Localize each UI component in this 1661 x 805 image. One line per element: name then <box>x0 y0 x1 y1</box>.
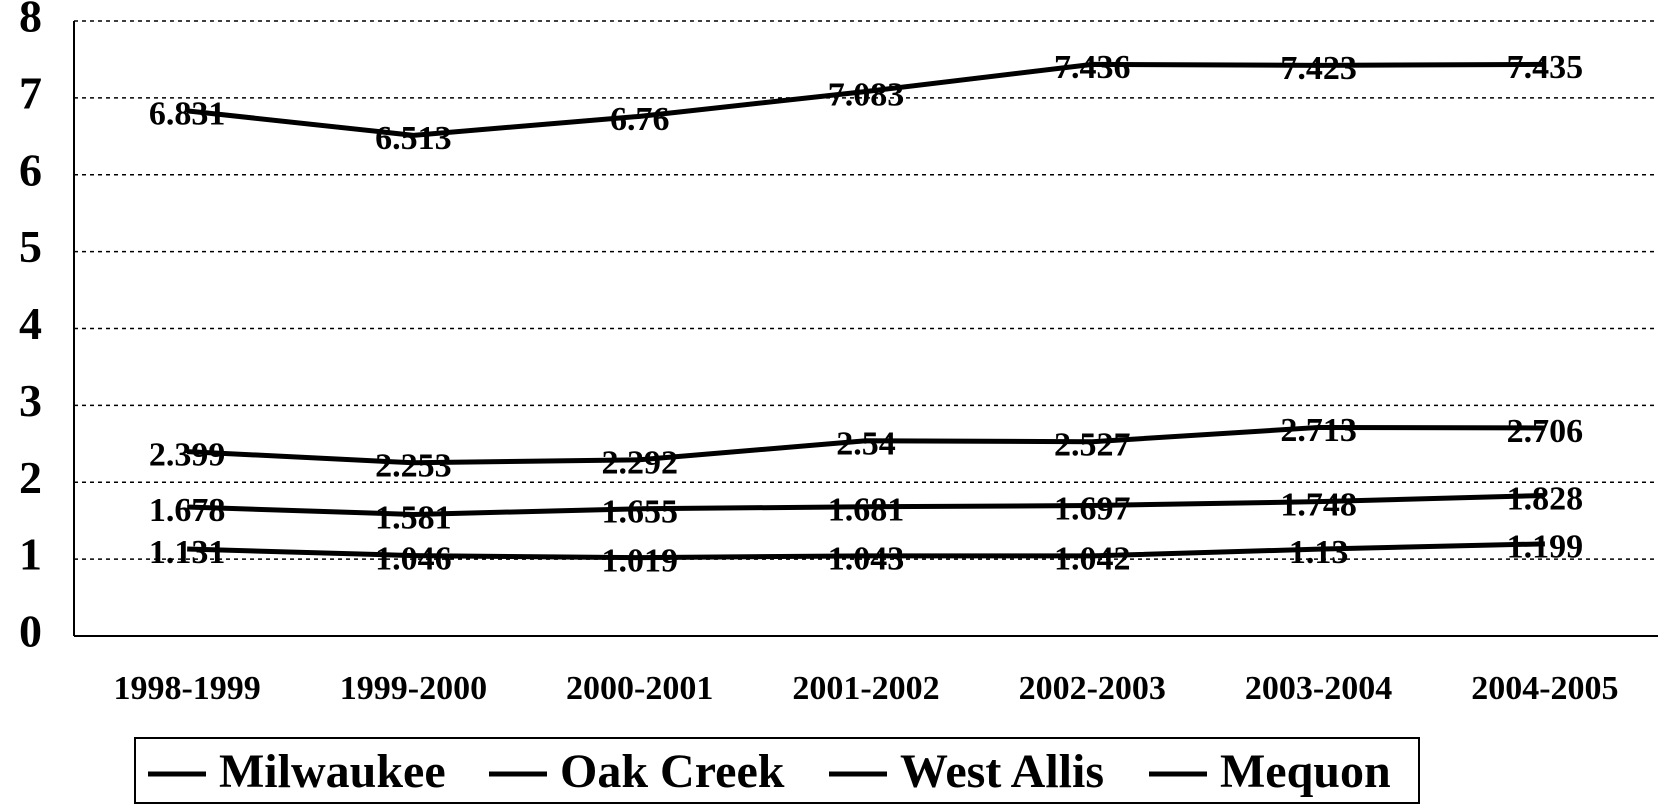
data-label: 1.697 <box>1054 490 1131 527</box>
series-line <box>187 541 1545 561</box>
legend-label: Milwaukee <box>219 745 446 798</box>
y-tick-label: 6 <box>19 144 42 195</box>
y-tick-label: 5 <box>19 221 42 272</box>
data-label: 7.083 <box>828 76 905 113</box>
y-tick-label: 8 <box>19 0 42 42</box>
y-tick-label: 2 <box>19 452 42 503</box>
legend-box <box>134 737 1420 804</box>
data-label: 1.199 <box>1507 529 1584 566</box>
y-tick-label: 0 <box>19 606 42 657</box>
data-label: 2.706 <box>1507 413 1584 450</box>
data-label: 7.435 <box>1507 49 1584 86</box>
data-label: 1.131 <box>149 534 226 571</box>
y-tick-label: 4 <box>19 298 42 349</box>
data-label: 1.581 <box>375 499 452 536</box>
data-label: 6.831 <box>149 96 226 133</box>
y-tick-label: 7 <box>19 67 42 118</box>
data-label: 1.828 <box>1507 480 1584 517</box>
x-tick-label: 1999-2000 <box>340 670 487 707</box>
data-label: 6.76 <box>610 101 670 138</box>
legend-label: Oak Creek <box>560 745 785 798</box>
data-label: 1.043 <box>828 541 905 578</box>
data-label: 2.253 <box>375 448 452 485</box>
series-line <box>186 61 1545 138</box>
y-tick-label: 3 <box>19 375 42 426</box>
data-label: 2.54 <box>836 426 896 463</box>
y-tick-label: 1 <box>19 529 42 580</box>
data-label: 1.042 <box>1054 541 1131 578</box>
data-label: 2.713 <box>1280 412 1357 449</box>
data-label: 1.678 <box>149 492 226 529</box>
x-tick-label: 2001-2002 <box>792 670 939 707</box>
x-tick-label: 2004-2005 <box>1471 670 1618 707</box>
series-line <box>187 424 1545 466</box>
x-tick-label: 2003-2004 <box>1245 670 1392 707</box>
legend-label: Mequon <box>1220 745 1391 798</box>
x-tick-label: 2000-2001 <box>566 670 713 707</box>
data-label: 1.13 <box>1289 534 1349 571</box>
data-label: 1.046 <box>375 540 452 577</box>
data-label: 7.436 <box>1054 49 1131 86</box>
data-label: 1.019 <box>601 542 678 579</box>
series-line <box>187 492 1545 517</box>
x-tick-label: 1998-1999 <box>113 670 260 707</box>
data-label: 7.423 <box>1280 50 1357 87</box>
data-label: 1.681 <box>828 492 905 529</box>
data-label: 1.655 <box>601 494 678 531</box>
data-label: 6.513 <box>375 120 452 157</box>
legend-label: West Allis <box>900 745 1104 798</box>
data-label: 2.292 <box>601 445 678 482</box>
data-label: 2.399 <box>149 436 226 473</box>
data-label: 2.527 <box>1054 427 1131 464</box>
x-tick-label: 2002-2003 <box>1019 670 1166 707</box>
data-label: 1.748 <box>1280 486 1357 523</box>
